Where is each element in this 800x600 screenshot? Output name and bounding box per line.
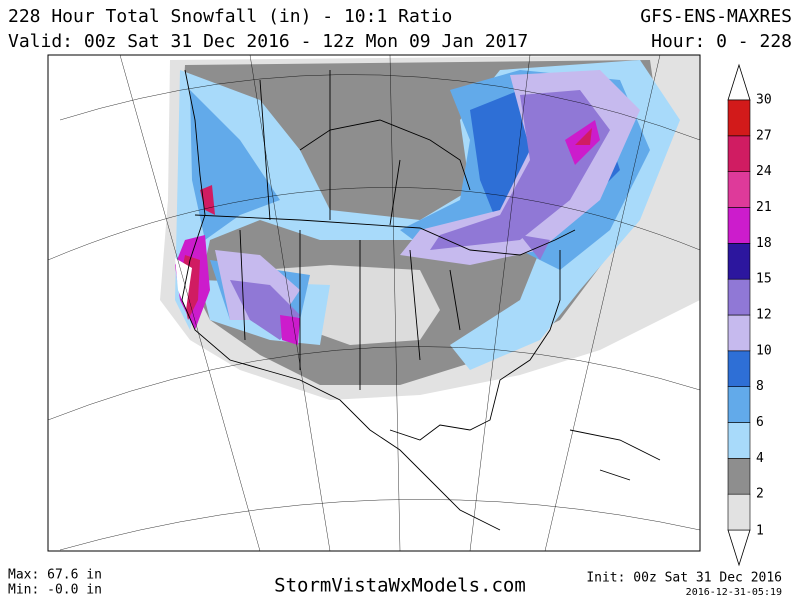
colorbar-segment	[727, 493, 751, 531]
colorbar-segment	[727, 422, 751, 459]
model-name: GFS-ENS-MAXRES	[640, 6, 792, 27]
site-name: StormVistaWxModels.com	[274, 575, 526, 597]
colorbar-segment	[727, 99, 751, 137]
timestamp: 2016-12-31-05:19	[686, 587, 782, 598]
colorbar-label: 18	[756, 236, 772, 251]
colorbar-segment	[727, 386, 751, 423]
colorbar-label: 1	[756, 524, 764, 539]
map-lines	[48, 55, 700, 551]
map-frame	[47, 54, 701, 552]
colorbar-segment	[727, 350, 751, 387]
colorbar-segment	[727, 207, 751, 244]
colorbar-label: 10	[756, 343, 772, 358]
colorbar-label: 8	[756, 379, 764, 394]
colorbar-segment	[727, 314, 751, 352]
colorbar-segment	[727, 171, 751, 208]
colorbar-segment	[727, 458, 751, 495]
colorbar-label: 24	[756, 164, 772, 179]
colorbar-label: 12	[756, 308, 772, 323]
colorbar-label: 15	[756, 272, 772, 287]
colorbar-label: 2	[756, 487, 764, 502]
colorbar-segment	[727, 243, 751, 280]
colorbar-label: 30	[756, 93, 772, 108]
colorbar-label: 6	[756, 415, 764, 430]
colorbar-label: 27	[756, 128, 772, 143]
hour-range: Hour: 0 - 228	[651, 31, 792, 52]
colorbar-segment	[727, 278, 751, 316]
colorbar-top-arrow	[727, 63, 751, 101]
colorbar-label: 21	[756, 200, 772, 215]
map	[47, 54, 701, 552]
min-value: Min: -0.0 in	[8, 583, 102, 598]
valid-time: Valid: 00z Sat 31 Dec 2016 - 12z Mon 09 …	[8, 31, 528, 52]
colorbar-segment	[727, 135, 751, 172]
map-title: 228 Hour Total Snowfall (in) - 10:1 Rati…	[8, 6, 452, 27]
init-time: Init: 00z Sat 31 Dec 2016	[586, 571, 782, 586]
colorbar-label: 4	[756, 451, 764, 466]
colorbar-bottom-arrow	[727, 529, 751, 567]
snow-field	[160, 55, 700, 400]
max-value: Max: 67.6 in	[8, 568, 102, 583]
